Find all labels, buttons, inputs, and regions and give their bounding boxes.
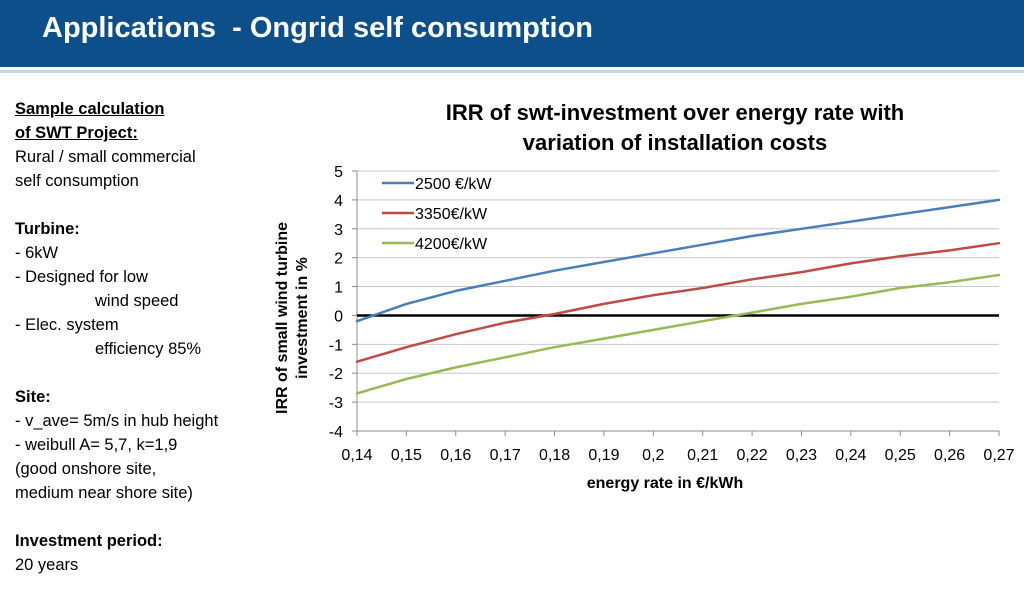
tick-labels: 5 4 3 2 1 0 -1 -2 -3 -4 0,14 0,15 0,16 0,17 0,18 0,19 0,… (329, 164, 1015, 464)
series-lines (355, 198, 1001, 395)
turbine-line-3a: - Elec. system (15, 316, 119, 334)
x-axis-label: energy rate in €/kWh (587, 475, 744, 492)
turbine-block: Turbine: - 6kW - Designed for low wind s… (15, 217, 270, 361)
x-tick-label-0,19: 0,19 (588, 447, 619, 464)
sample-line-1: Rural / small commercial (15, 148, 196, 166)
y-tick-label-1: 1 (334, 280, 343, 297)
y-tick-label-4: 4 (334, 193, 343, 210)
x-tick-label-0,25: 0,25 (885, 447, 916, 464)
turbine-line-2b: wind speed (95, 292, 179, 310)
page-title: Applications - Ongrid self consumption (42, 12, 594, 44)
sample-block: Sample calculation of SWT Project: Rural… (15, 97, 270, 193)
x-tick-label-0,27: 0,27 (983, 447, 1014, 464)
y-tick-label--1: -1 (329, 337, 343, 354)
x-tick-label-0,2: 0,2 (642, 447, 664, 464)
x-tick-label-0,26: 0,26 (934, 447, 965, 464)
chart-title-line-2: variation of installation costs (522, 130, 828, 155)
header-bar: Applications - Ongrid self consumption (0, 0, 1024, 70)
sample-heading-2: of SWT Project: (15, 124, 138, 142)
x-tick-label-0,15: 0,15 (391, 447, 422, 464)
legend-label-3: 4200€/kW (415, 236, 488, 253)
x-tick-label-0,21: 0,21 (687, 447, 718, 464)
site-block: Site: - v_ave= 5m/s in hub height - weib… (15, 385, 270, 505)
x-tick-label-0,17: 0,17 (490, 447, 521, 464)
investment-block: Investment period: 20 years (15, 529, 270, 577)
investment-heading: Investment period: (15, 532, 163, 550)
series-line-2 (355, 241, 1001, 363)
x-tick-label-0,22: 0,22 (737, 447, 768, 464)
x-tick-label-0,14: 0,14 (341, 447, 372, 464)
x-tick-label-0,18: 0,18 (539, 447, 570, 464)
sample-line-2: self consumption (15, 172, 139, 190)
grid-lines (357, 170, 999, 432)
chart-title: IRR of swt-investment over energy rate w… (330, 98, 1020, 158)
header-divider (0, 70, 1024, 73)
sample-heading-1: Sample calculation (15, 100, 165, 118)
legend-label-2: 3350€/kW (415, 206, 488, 223)
x-tick-label-0,16: 0,16 (440, 447, 471, 464)
turbine-heading: Turbine: (15, 220, 80, 238)
y-axis-label-line-1: IRR of small wind turbine (274, 222, 291, 414)
series-line-3 (355, 273, 1001, 395)
site-line-1: - v_ave= 5m/s in hub height (15, 412, 219, 430)
chart-title-line-1: IRR of swt-investment over energy rate w… (445, 100, 905, 125)
y-tick-label-5: 5 (334, 164, 343, 181)
turbine-line-3b: efficiency 85% (95, 340, 202, 358)
site-line-2: - weibull A= 5,7, k=1,9 (15, 436, 178, 454)
legend: 2500 €/kW 3350€/kW 4200€/kW (382, 176, 492, 253)
turbine-line-2a: - Designed for low (15, 268, 148, 286)
y-tick-label--3: -3 (329, 395, 343, 412)
x-tick-label-0,23: 0,23 (786, 447, 817, 464)
project-description: Sample calculation of SWT Project: Rural… (15, 97, 270, 601)
y-tick-label--2: -2 (329, 366, 343, 383)
series-line-1 (355, 198, 1001, 323)
site-line-3: (good onshore site, (15, 460, 157, 478)
site-heading: Site: (15, 388, 51, 406)
irr-line-chart: 5 4 3 2 1 0 -1 -2 -3 -4 0,14 0,15 0,16 0,17 0,18 0,19 0,… (274, 164, 1015, 492)
axes (352, 170, 1000, 436)
y-tick-label--4: -4 (329, 424, 343, 441)
turbine-line-1: - 6kW (15, 244, 59, 262)
legend-label-1: 2500 €/kW (415, 176, 492, 193)
site-line-4: medium near shore site) (15, 484, 193, 502)
y-tick-label-2: 2 (334, 251, 343, 268)
x-tick-label-0,24: 0,24 (835, 447, 866, 464)
y-axis-label-line-2: investment in % (294, 257, 311, 379)
y-tick-label-0: 0 (334, 308, 343, 325)
y-tick-label-3: 3 (334, 222, 343, 239)
investment-value: 20 years (15, 556, 79, 574)
